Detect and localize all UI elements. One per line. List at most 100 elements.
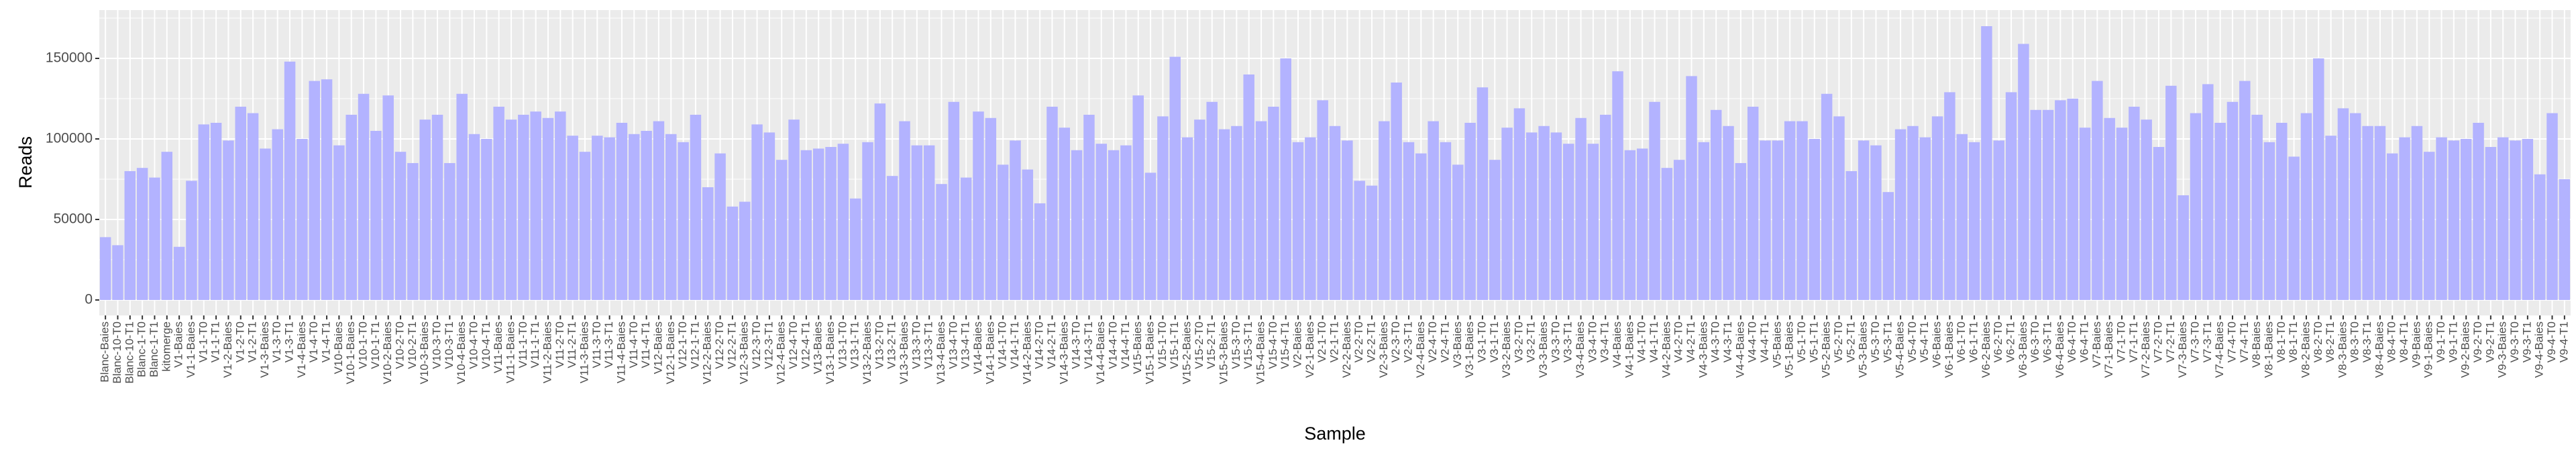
bar	[604, 137, 615, 300]
x-tick-label: V9-3-T1	[2520, 321, 2533, 362]
x-tick-label: V12-4-T1	[799, 321, 812, 369]
bar	[2190, 113, 2202, 300]
x-tick-label: kitomerge	[160, 321, 172, 372]
bar	[2226, 101, 2239, 300]
x-tick-label: V8-1-T0	[2275, 321, 2288, 362]
bar	[358, 93, 370, 300]
x-tick-label: V3-4-Baies	[1574, 321, 1587, 378]
bar	[1870, 145, 1882, 300]
x-tick-label: V6-2-Baies	[1980, 321, 1992, 378]
x-tick-label: V11-4-Baies	[614, 321, 627, 383]
x-tick-label: V1-2-T1	[246, 321, 259, 362]
bar	[1710, 109, 1722, 300]
bar	[812, 148, 824, 300]
x-tick-label: V4-1-T1	[1648, 321, 1660, 362]
x-tick-label: V1-3-T0	[270, 321, 283, 362]
x-tick-label: V13-2-T1	[885, 321, 898, 369]
x-tick-label: V15-4-Baies	[1254, 321, 1267, 385]
x-tick-label: V7-4-T0	[2225, 321, 2238, 362]
bar	[1464, 122, 1476, 300]
bar	[297, 138, 308, 300]
x-tick-label: V14-4-T1	[1119, 321, 1132, 369]
x-tick-label: V7-1-T1	[2127, 321, 2140, 362]
bar	[2079, 128, 2091, 300]
bar	[1243, 74, 1254, 300]
bar	[678, 142, 689, 300]
x-tick-label: V3-Baies	[1451, 321, 1464, 368]
bar	[1809, 138, 1821, 300]
x-tick-label: V5-4-T0	[1906, 321, 1919, 362]
x-tick-label: V8-4-T1	[2398, 321, 2410, 362]
bar	[1071, 150, 1083, 300]
bar	[1612, 71, 1623, 300]
x-tick-label: V5-2-T0	[1832, 321, 1845, 362]
x-tick-label: V4-4-T1	[1758, 321, 1771, 362]
bar	[1059, 128, 1071, 300]
bar	[1636, 148, 1648, 300]
bar	[567, 136, 578, 300]
x-tick-label: V13-Baies	[812, 321, 824, 374]
bar	[936, 184, 947, 300]
x-tick-label: V14-1-T0	[996, 321, 1009, 369]
x-tick-label: V5-3-T0	[1869, 321, 1882, 362]
x-tick-label: V4-2-T1	[1684, 321, 1697, 362]
bar	[2018, 44, 2029, 300]
bar	[1772, 140, 1784, 300]
bar	[1034, 203, 1046, 300]
bar	[874, 103, 886, 300]
y-tick-label: 100000	[46, 131, 93, 146]
x-tick-label: V5-1-T1	[1807, 321, 1820, 362]
bar	[1354, 181, 1365, 300]
x-tick-label: V3-1-Baies	[1463, 321, 1476, 378]
x-tick-label: V12-3-T1	[762, 321, 775, 369]
x-tick-label: V6-2-T0	[1992, 321, 2004, 362]
bar	[1661, 168, 1673, 300]
bar	[1329, 126, 1341, 300]
bar	[775, 160, 788, 300]
x-tick-label: V8-1-Baies	[2262, 321, 2275, 378]
x-tick-label: V1-4-T1	[320, 321, 333, 362]
x-tick-label: V6-4-T0	[2065, 321, 2078, 362]
bar	[382, 95, 394, 300]
bar	[1796, 121, 1808, 300]
bar	[370, 130, 382, 300]
x-tick-label: V5-2-T1	[1844, 321, 1857, 362]
x-tick-label: V2-4-T0	[1426, 321, 1439, 362]
bar	[1415, 153, 1427, 300]
bar	[1723, 126, 1734, 300]
x-tick-label: V3-2-T0	[1512, 321, 1525, 362]
x-tick-label: V8-2-T0	[2312, 321, 2324, 362]
x-tick-label: V4-3-T1	[1721, 321, 1734, 362]
bar	[763, 132, 775, 300]
bar	[431, 114, 443, 300]
bar	[2350, 113, 2361, 300]
bar	[2042, 109, 2054, 300]
x-tick-label: V8-2-T1	[2324, 321, 2337, 362]
bar	[1599, 114, 1611, 300]
x-tick-label: V14-3-Baies	[1057, 321, 1070, 385]
x-tick-label: V10-4-Baies	[455, 321, 468, 385]
x-tick-label: V4-Baies	[1611, 321, 1623, 368]
bar	[468, 134, 480, 300]
x-tick-label: V11-1-Baies	[504, 321, 517, 383]
bar	[960, 177, 972, 300]
bar	[1157, 116, 1169, 300]
bar	[1391, 82, 1402, 300]
bar	[1022, 169, 1034, 300]
bar	[333, 145, 345, 300]
x-tick-label: V8-3-Baies	[2336, 321, 2349, 378]
bar	[2153, 146, 2165, 300]
x-tick-label: V15-Baies	[1131, 321, 1144, 374]
bar	[2448, 140, 2460, 300]
bar	[345, 114, 357, 300]
x-tick-label: V7-1-T0	[2114, 321, 2127, 362]
x-tick-label: V14-2-Baies	[1020, 321, 1033, 385]
x-tick-label: V4-1-Baies	[1623, 321, 1635, 378]
bar	[788, 119, 800, 300]
bar	[911, 145, 923, 300]
x-tick-label: V10-3-Baies	[418, 321, 431, 385]
bar	[2055, 100, 2066, 300]
bar	[616, 122, 628, 300]
bar	[665, 134, 677, 300]
